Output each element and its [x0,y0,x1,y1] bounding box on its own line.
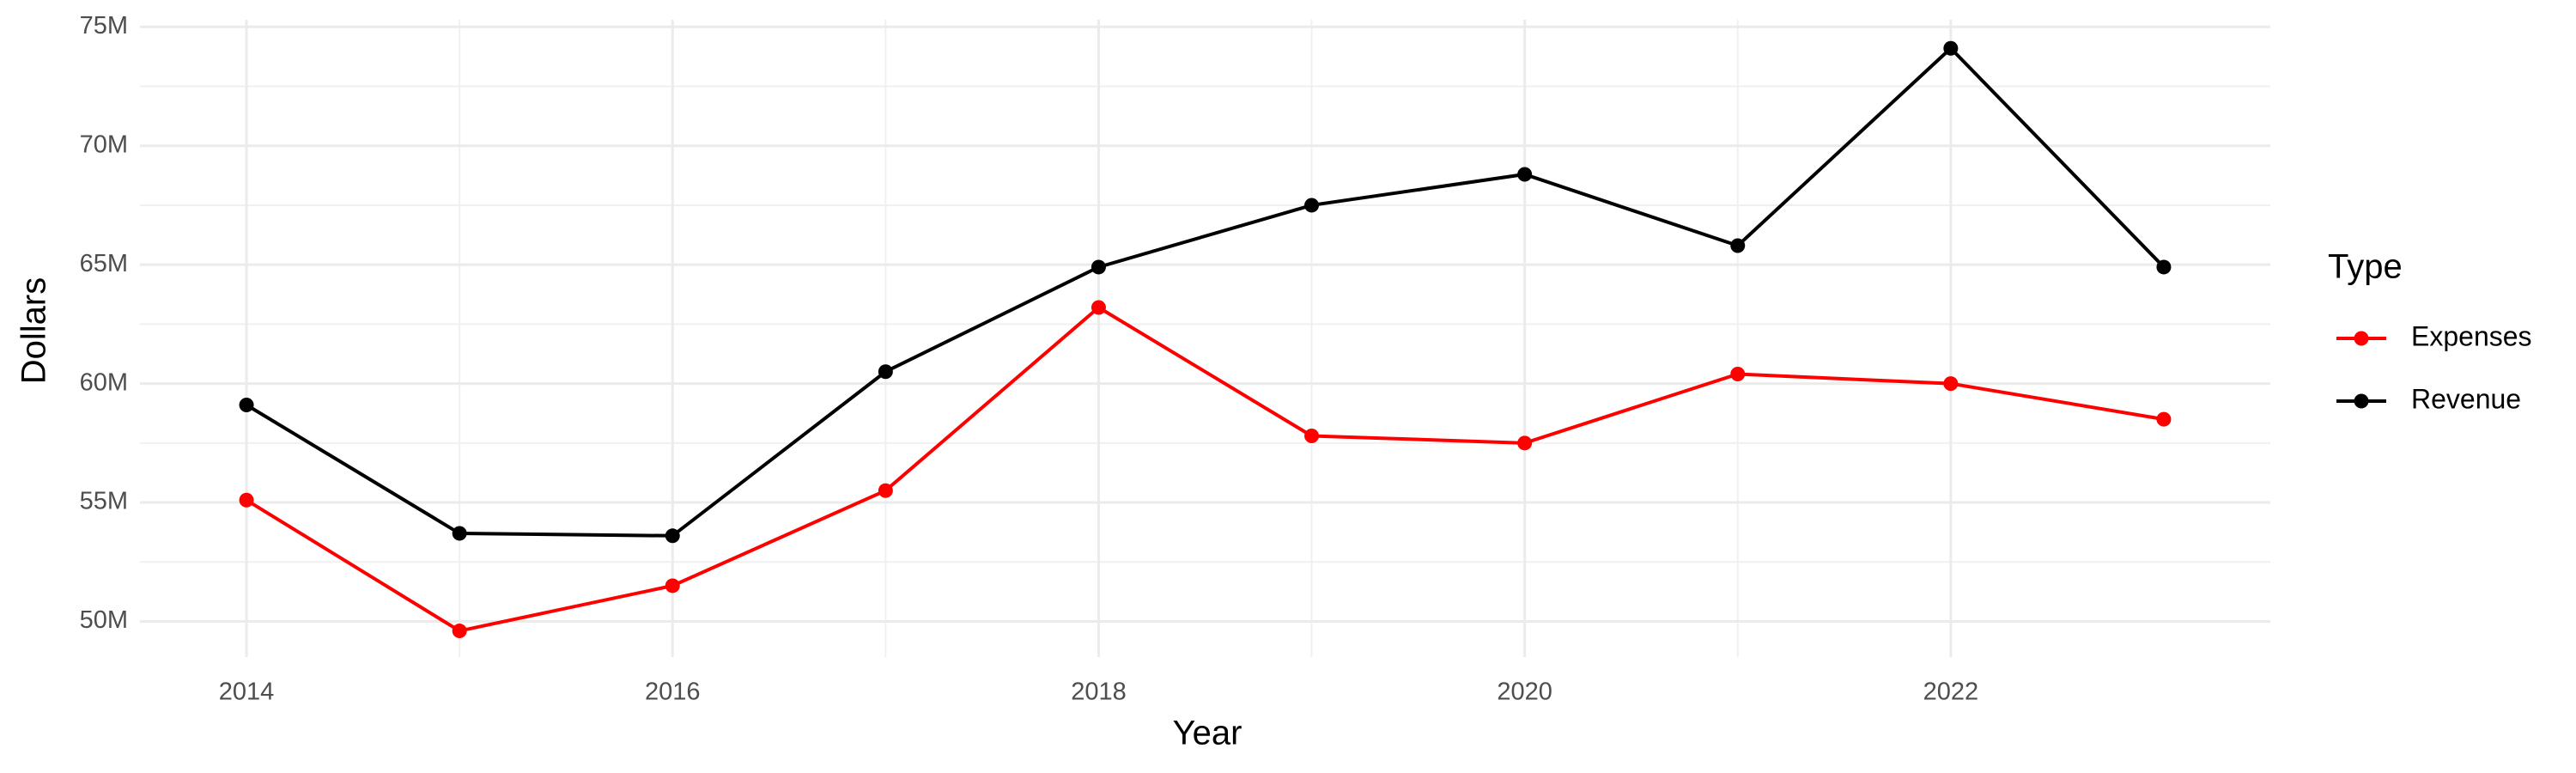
data-point [452,624,467,639]
data-point [665,528,680,544]
legend-marker [2354,331,2369,346]
y-axis-title: Dollars [15,277,53,384]
y-tick-label: 50M [80,606,128,634]
y-tick-label: 65M [80,250,128,277]
grid [140,20,2270,657]
legend-marker [2354,393,2369,409]
legend-label: Revenue [2411,383,2521,414]
legend-title: Type [2328,248,2403,286]
data-point [1943,376,1959,392]
data-point [2156,411,2172,427]
x-tick-label: 2022 [1923,679,1979,706]
data-point [2156,259,2172,275]
data-point [878,483,893,498]
data-point [1730,367,1746,382]
data-point [1304,198,1320,213]
data-point [1517,167,1533,182]
x-tick-label: 2018 [1071,679,1127,706]
y-tick-label: 55M [80,488,128,515]
series-line [246,305,2165,633]
x-tick-label: 2016 [645,679,701,706]
y-tick-label: 70M [80,131,128,158]
data-point [1304,429,1320,444]
data-point [665,578,680,593]
data-point [1091,300,1106,315]
x-tick-label: 2014 [219,679,275,706]
data-point [1091,259,1106,275]
y-tick-label: 60M [80,368,128,396]
data-point [239,398,254,413]
y-tick-label: 75M [80,12,128,40]
data-point [1943,40,1959,56]
data-point [1517,435,1533,451]
series-line [246,46,2166,538]
data-point [1730,238,1746,253]
data-point [878,364,893,380]
data-point [452,526,467,541]
data-point [239,492,254,508]
x-tick-label: 2020 [1497,679,1552,706]
legend-label: Expenses [2411,320,2532,351]
x-axis-title: Year [1173,715,1242,752]
